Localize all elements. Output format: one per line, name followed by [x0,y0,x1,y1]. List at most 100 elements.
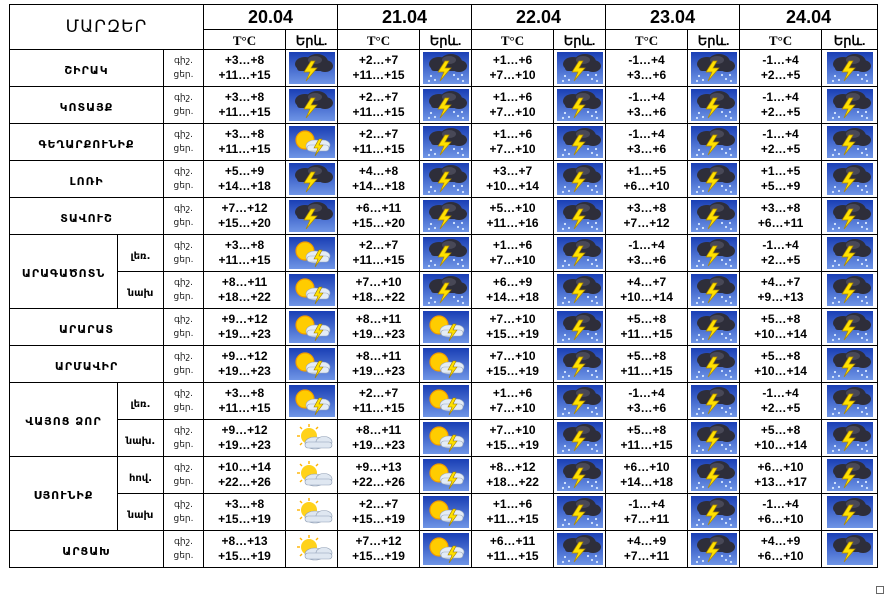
day-temp: +7…+11 [623,512,670,526]
weather-cell [419,49,473,87]
weather-label: Երև. [563,33,596,48]
storm-rain-icon [422,200,469,232]
temperature-cell: -1…+4 +2…+5 [739,49,823,87]
storm-rain-icon [826,237,873,269]
weather-header: Երև. [821,29,879,50]
storm-rain-icon [422,274,469,306]
region-name-cell: ԳԵՂԱՐՔՈՒՆԻՔ [9,123,164,161]
weather-header: Երև. [419,29,473,50]
weather-cell [553,382,607,420]
storm-rain-icon [826,385,873,417]
night-temp: +3…+8 [224,497,265,511]
weather-cell [553,419,607,457]
night-temp: +8…+11 [221,275,268,289]
temperature-cell: -1…+4 +7…+11 [605,493,689,531]
sun-cloud-icon [289,496,335,528]
weather-cell [553,160,607,198]
storm-rain-icon [556,163,603,195]
weather-label: Երև. [429,33,462,48]
temperature-cell: +8…+13 +15…+19 [203,530,286,568]
day-temp: +7…+10 [489,253,536,267]
day-temp: +15…+19 [218,549,271,563]
weather-cell [553,197,607,235]
date-header: 24.04 [739,4,879,30]
temperature-cell: +2…+7 +15…+19 [337,493,421,531]
weather-cell [553,86,607,124]
temperature-cell: +4…+8 +14…+18 [337,160,421,198]
day-temp: +19…+23 [352,327,405,341]
region-row: նախ. գիշ. ցեր. +9…+12 +19…+23 +8…+11 +19…+23 +7… [10,419,879,457]
subregion-cell: լեռ. [117,382,164,420]
temperature-cell: +2…+7 +11…+15 [337,49,421,87]
weather-cell [284,419,339,457]
day-label: ցեր. [173,477,194,487]
weather-cell [419,419,473,457]
night-temp: +3…+8 [224,127,265,141]
temperature-cell: -1…+4 +2…+5 [739,382,823,420]
date-label: 22.04 [516,6,562,27]
night-temp: -1…+4 [628,238,665,252]
weather-cell [284,49,339,87]
night-temp: +9…+13 [355,460,402,474]
region-row: նախ գիշ. ցեր. +8…+11 +18…+22 +7…+10 +18…+22 +6…… [10,271,879,309]
storm-rain-icon [422,126,469,158]
storm-rain-icon [826,200,873,232]
weather-cell [687,49,741,87]
storm-rain-icon [690,311,737,343]
sun-storm-icon [422,496,469,528]
date-label: 20.04 [247,6,294,27]
weather-cell [419,382,473,420]
temperature-cell: +5…+8 +10…+14 [739,345,823,383]
temperature-cell: +8…+11 +19…+23 [337,419,421,457]
night-temp: -1…+4 [762,497,799,511]
region-name: ԱՐՄԱՎԻՐ [54,359,119,373]
region-name-cell: ԱՐՑԱԽ [9,530,164,568]
day-temp: +18…+22 [486,475,539,489]
night-temp: +5…+8 [760,349,801,363]
temperature-cell: +1…+6 +11…+15 [471,493,555,531]
night-temp: +1…+6 [492,497,533,511]
weather-cell [553,271,607,309]
temperature-cell: +7…+10 +15…+19 [471,419,555,457]
table-title: ՄԱՐԶԵՐ [65,17,148,37]
day-temp: +18…+22 [352,290,405,304]
weather-cell [419,123,473,161]
temperature-cell: +3…+8 +11…+15 [203,382,286,420]
day-temp: +7…+10 [489,105,536,119]
storm-rain-icon [690,200,737,232]
temperature-cell: +8…+11 +19…+23 [337,345,421,383]
night-temp: +5…+8 [626,349,667,363]
weather-cell [821,160,879,198]
night-temp: +10…+14 [218,460,271,474]
sun-storm-icon [288,237,335,269]
day-temp: +3…+6 [626,68,667,82]
region-name: ԿՈՏԱՅՔ [59,100,114,114]
storm-rain-icon [556,533,603,565]
subregion-cell: հով. [117,456,164,494]
temperature-cell: +1…+5 +5…+9 [739,160,823,198]
night-temp: -1…+4 [762,90,799,104]
day-temp: +15…+19 [486,364,539,378]
subregion-cell: նախ [117,493,164,531]
day-temp: +14…+18 [620,475,673,489]
day-temp: +11…+15 [620,364,673,378]
weather-cell [553,530,607,568]
day-temp: +2…+5 [760,68,801,82]
time-of-day-labels: գիշ. ցեր. [163,271,204,309]
weather-cell [284,234,339,272]
temperature-cell: +1…+6 +7…+10 [471,49,555,87]
weather-cell [284,456,339,494]
weather-cell [419,86,473,124]
temperature-cell: +8…+11 +19…+23 [337,308,421,346]
night-temp: +4…+7 [760,275,801,289]
day-temp: +10…+14 [754,438,807,452]
sun-storm-icon [422,385,469,417]
day-temp: +5…+9 [760,179,801,193]
weather-label: Երև. [697,33,730,48]
time-of-day-labels: գիշ. ցեր. [163,308,204,346]
sun-storm-icon [422,311,469,343]
region-name-cell: ՍՅՈՒՆԻՔ [9,456,118,531]
night-label: գիշ. [174,167,193,177]
region-name-cell: ԼՈՌԻ [9,160,164,198]
subregion-name: նախ. [125,435,156,447]
